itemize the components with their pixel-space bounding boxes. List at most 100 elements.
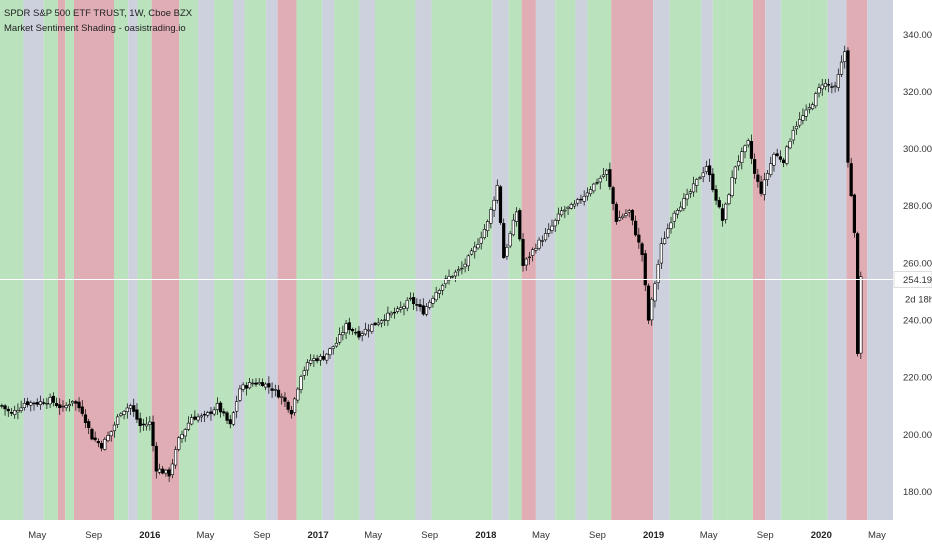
candle: [276, 385, 281, 399]
candle: [479, 231, 483, 250]
candle: [482, 224, 487, 240]
candle-body: [608, 169, 612, 187]
candle-body: [556, 213, 561, 221]
candle: [196, 413, 200, 423]
candle: [727, 193, 731, 206]
candle-body: [338, 334, 342, 343]
candle: [379, 318, 384, 328]
candle: [820, 78, 824, 96]
candle: [617, 210, 622, 222]
time-tick-label: Sep: [757, 530, 774, 541]
candle-body: [13, 410, 17, 415]
candle: [553, 218, 557, 232]
candle-body: [48, 397, 52, 405]
candle-body: [830, 86, 834, 88]
candle-body: [173, 449, 178, 466]
candle: [350, 327, 355, 335]
sentiment-band-grey: [266, 0, 278, 520]
candle: [679, 201, 683, 213]
candle-body: [843, 51, 847, 62]
candle-body: [415, 304, 419, 306]
candle-body: [708, 165, 712, 176]
candle: [87, 418, 91, 435]
bar-countdown-label: 2d 18h: [905, 294, 932, 305]
candle-body: [753, 159, 757, 174]
candle-body: [579, 198, 583, 201]
candle-body: [383, 319, 387, 321]
candle: [209, 406, 213, 421]
candle: [206, 410, 210, 418]
candle: [177, 436, 181, 452]
candle: [518, 208, 522, 242]
candle: [836, 68, 840, 92]
candle: [238, 384, 242, 403]
sentiment-band-green: [137, 0, 152, 520]
candle-body: [534, 248, 538, 251]
candle-body: [112, 424, 117, 432]
candle-body: [823, 83, 828, 87]
candle-body: [637, 234, 641, 243]
time-axis-bg[interactable]: [0, 520, 932, 550]
candle: [421, 298, 425, 316]
candle-body: [827, 84, 831, 86]
candle-body: [524, 258, 528, 266]
candle-body: [45, 402, 49, 405]
candle-body: [238, 388, 242, 401]
candle: [267, 376, 271, 394]
time-tick-label: Sep: [85, 530, 102, 541]
candle-body: [489, 209, 493, 224]
candle: [437, 288, 441, 299]
candle: [251, 378, 255, 387]
candle-body: [35, 402, 39, 405]
candle-body: [106, 435, 110, 442]
candle: [77, 397, 81, 412]
candle: [354, 327, 358, 336]
sentiment-band-grey: [867, 0, 893, 520]
candle-body: [402, 306, 406, 309]
candle: [341, 325, 345, 341]
candle-body: [357, 330, 361, 338]
candle-body: [514, 211, 519, 222]
candle: [498, 184, 503, 225]
candle-body: [293, 398, 297, 413]
candle: [45, 397, 49, 410]
candle: [219, 401, 223, 418]
candle: [453, 269, 458, 283]
candle-body: [634, 220, 638, 236]
candle: [489, 207, 493, 229]
candle: [634, 215, 638, 237]
candle-body: [254, 382, 258, 385]
candle: [730, 170, 734, 198]
candle: [759, 175, 763, 197]
candle-body: [492, 199, 496, 211]
candle-body: [785, 146, 789, 164]
candle: [572, 199, 577, 210]
sentiment-band-green: [669, 0, 702, 520]
candle: [96, 438, 100, 448]
candle: [440, 283, 445, 296]
candle: [74, 399, 78, 411]
candle: [16, 403, 20, 420]
candle: [90, 427, 94, 441]
candle: [733, 165, 737, 184]
sentiment-band-green: [0, 0, 24, 520]
candle: [662, 231, 667, 245]
candle: [386, 306, 390, 326]
candle: [582, 190, 586, 206]
sentiment-band-grey: [575, 0, 588, 520]
candle: [199, 413, 203, 423]
candle-body: [563, 209, 567, 212]
candle-body: [572, 203, 577, 207]
candle-body: [646, 285, 651, 321]
candle-body: [309, 359, 313, 364]
candle-body: [614, 203, 618, 222]
candle: [524, 257, 528, 271]
sentiment-band-green: [780, 0, 809, 520]
sentiment-band-green: [431, 0, 493, 520]
candle: [225, 410, 229, 424]
candle-body: [434, 292, 438, 301]
sentiment-band-green: [113, 0, 129, 520]
candle: [765, 169, 770, 187]
